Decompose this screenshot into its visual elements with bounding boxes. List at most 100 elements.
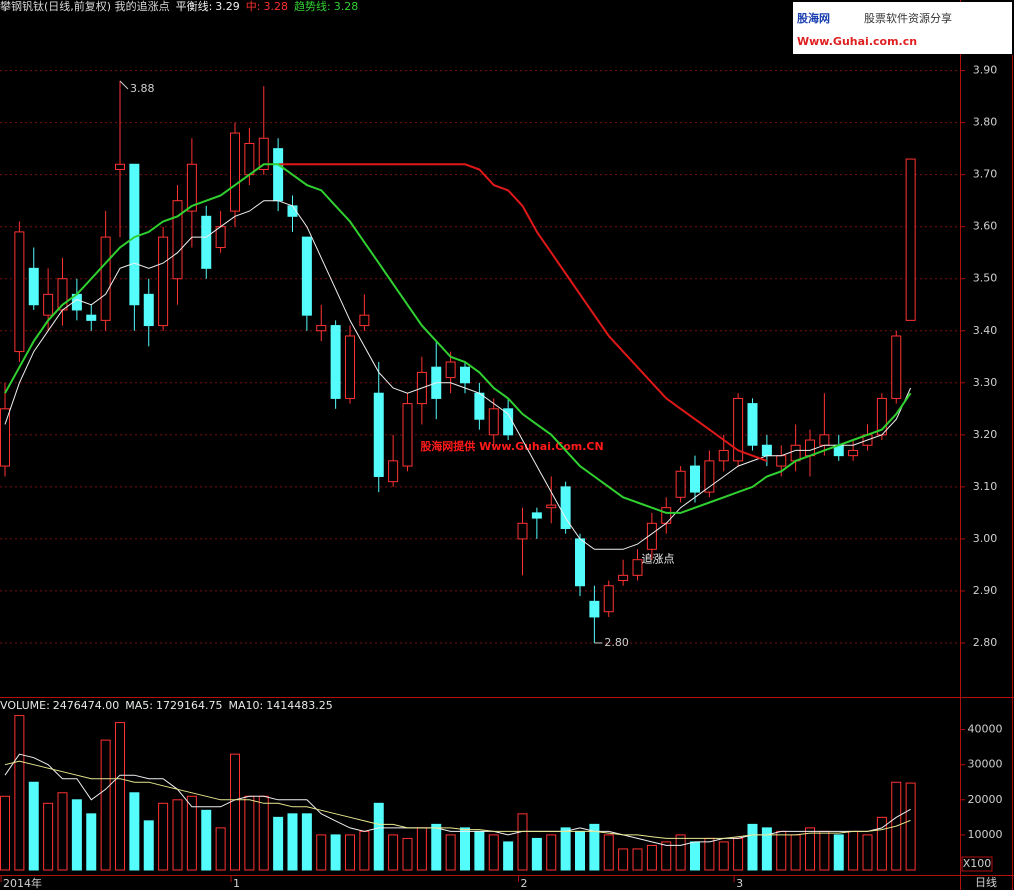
x-tick-label: 2014年 xyxy=(3,876,42,890)
candle-body xyxy=(646,522,657,550)
candle-body xyxy=(0,408,10,467)
candle-body xyxy=(301,236,312,316)
candle-body xyxy=(632,559,643,576)
line xyxy=(4,163,912,514)
candle-body xyxy=(14,231,25,353)
volume-bar xyxy=(28,781,39,871)
volume-bar xyxy=(776,830,787,871)
y-tick-label: 3.20 xyxy=(973,428,998,441)
y-tick-label: 3.80 xyxy=(973,116,998,129)
volume-header: VOLUME: 2476474.00 MA5: 1729164.75 MA10: 1414… xyxy=(0,699,333,712)
volume-bar xyxy=(805,827,815,871)
candle-body xyxy=(790,444,801,462)
candle-body xyxy=(776,455,787,467)
volume-bar xyxy=(718,841,729,871)
candle-body xyxy=(330,325,341,399)
volume-bar xyxy=(474,830,485,871)
volume-bar xyxy=(373,802,384,871)
x-tick-label: 1 xyxy=(233,877,240,890)
legend-name: VOLUME: xyxy=(0,699,50,712)
volume-bar xyxy=(646,844,657,871)
volume-bar xyxy=(215,827,226,871)
unit-label: X100 xyxy=(963,857,992,870)
candle-body xyxy=(819,434,830,446)
volume-bar xyxy=(57,792,68,871)
volume-bar xyxy=(301,813,312,871)
volume-bar xyxy=(517,813,528,871)
candle-body xyxy=(589,600,600,618)
volume-bar xyxy=(258,795,269,871)
volume-bar xyxy=(618,848,629,871)
volume-bar xyxy=(345,834,355,871)
candle-body xyxy=(316,325,327,332)
volume-bar xyxy=(632,848,643,871)
volume-bar xyxy=(0,795,10,871)
candle-body xyxy=(560,486,571,529)
candle-body xyxy=(28,267,39,306)
volume-bar xyxy=(201,809,212,871)
candle-body xyxy=(661,507,672,524)
annotation-leader xyxy=(119,80,129,90)
y-tick-label: 30000 xyxy=(968,758,1003,771)
candle-body xyxy=(460,366,470,384)
candle-body xyxy=(675,470,686,498)
y-tick-label: 2.80 xyxy=(973,636,998,649)
volume-bar xyxy=(819,830,830,871)
legend-name: MA5: xyxy=(125,699,153,712)
line xyxy=(278,163,768,462)
candle-body xyxy=(143,293,154,327)
unit-box xyxy=(961,856,993,872)
volume-bar xyxy=(761,827,772,871)
candle-body xyxy=(258,137,269,170)
volume-bar xyxy=(833,834,844,871)
candle-body xyxy=(546,504,557,509)
y-tick-label: 3.30 xyxy=(973,376,998,389)
candle-body xyxy=(230,132,240,212)
logo-url: Www.Guhai.com.cn xyxy=(797,35,917,48)
y-tick-label: 2.90 xyxy=(973,584,998,597)
logo: 股海网 股票软件资源分享 Www.Guhai.com.cn xyxy=(793,2,1012,54)
volume-bar xyxy=(589,823,600,871)
y-tick-label: 20000 xyxy=(968,793,1003,806)
candle-body xyxy=(115,163,125,170)
candle-body xyxy=(345,335,355,399)
volume-bar xyxy=(661,841,672,871)
annotation: 3.88 xyxy=(130,82,155,95)
y-tick-label: 3.90 xyxy=(973,64,998,77)
volume-bar xyxy=(230,753,240,871)
legend-value: 2476474.00 xyxy=(53,699,119,712)
volume-bar xyxy=(273,816,284,871)
volume-bar xyxy=(43,802,54,871)
candle-body xyxy=(503,408,514,436)
logo-name: 股海网 xyxy=(797,11,830,25)
legend-value: 3.28 xyxy=(264,0,289,13)
candle-body xyxy=(531,512,542,519)
volume-bar xyxy=(402,837,413,871)
volume-bar xyxy=(905,782,916,871)
volume-bar xyxy=(359,830,370,871)
candle-body xyxy=(186,163,197,212)
candle-body xyxy=(603,585,614,613)
chart-header: 攀钢钒钛(日线,前复权) 我的追涨点 平衡线: 3.29 中: 3.28 趋势线: 3.28 xyxy=(0,0,358,13)
line xyxy=(4,760,911,839)
volume-bar xyxy=(460,827,470,871)
candle-body xyxy=(273,148,284,202)
candle-body xyxy=(761,444,772,457)
volume-bar xyxy=(690,841,700,871)
volume-bar xyxy=(862,834,873,871)
candle-body xyxy=(129,163,140,306)
volume-bar xyxy=(100,739,111,871)
candle-body xyxy=(517,522,528,540)
logo-slogan: 股票软件资源分享 xyxy=(864,11,952,25)
candle-body xyxy=(575,538,585,587)
candle-body xyxy=(747,403,758,446)
y-tick-label: 3.00 xyxy=(973,532,998,545)
volume-bar xyxy=(445,834,456,871)
volume-bar xyxy=(158,802,169,871)
y-tick-label: 10000 xyxy=(968,828,1003,841)
annotation: 追涨点 xyxy=(642,552,675,566)
volume-bar xyxy=(416,827,427,871)
volume-bar xyxy=(71,799,82,871)
annotation: 2.80 xyxy=(604,636,629,649)
